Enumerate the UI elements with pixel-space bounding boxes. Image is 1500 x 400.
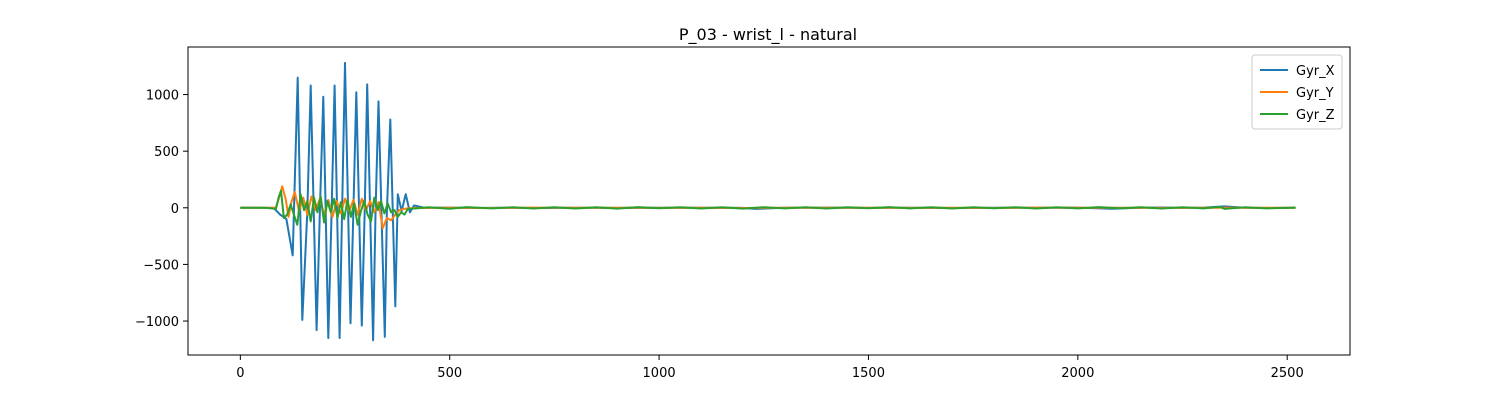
y-tick-label: −1000 [135, 315, 179, 330]
legend-box [1251, 54, 1343, 130]
series-line-gyr-x [240, 61, 1296, 342]
y-tick-label: 1000 [146, 89, 179, 104]
legend-label: Gyr_X [1296, 64, 1335, 79]
x-tick-label: 1000 [643, 366, 676, 381]
x-tick-label: 500 [437, 366, 462, 381]
plot-frame [187, 46, 1351, 356]
chart-title: P_03 - wrist_l - natural [679, 25, 857, 45]
y-axis: −1000 −500 0 500 1000 [135, 89, 188, 330]
x-axis: 0 500 1000 1500 2000 2500 [236, 355, 1304, 381]
x-tick-label: 0 [236, 366, 244, 381]
legend: Gyr_X Gyr_Y Gyr_Z [1251, 54, 1343, 130]
x-tick-label: 2500 [1271, 366, 1304, 381]
series-line-gyr-z [240, 189, 1296, 226]
legend-label: Gyr_Z [1296, 108, 1335, 123]
x-tick-label: 1500 [852, 366, 885, 381]
legend-label: Gyr_Y [1296, 86, 1334, 101]
y-tick-label: 500 [154, 145, 179, 160]
y-tick-label: 0 [171, 202, 179, 217]
plot-lines [240, 61, 1296, 342]
y-tick-label: −500 [143, 258, 179, 273]
x-tick-label: 2000 [1061, 366, 1094, 381]
